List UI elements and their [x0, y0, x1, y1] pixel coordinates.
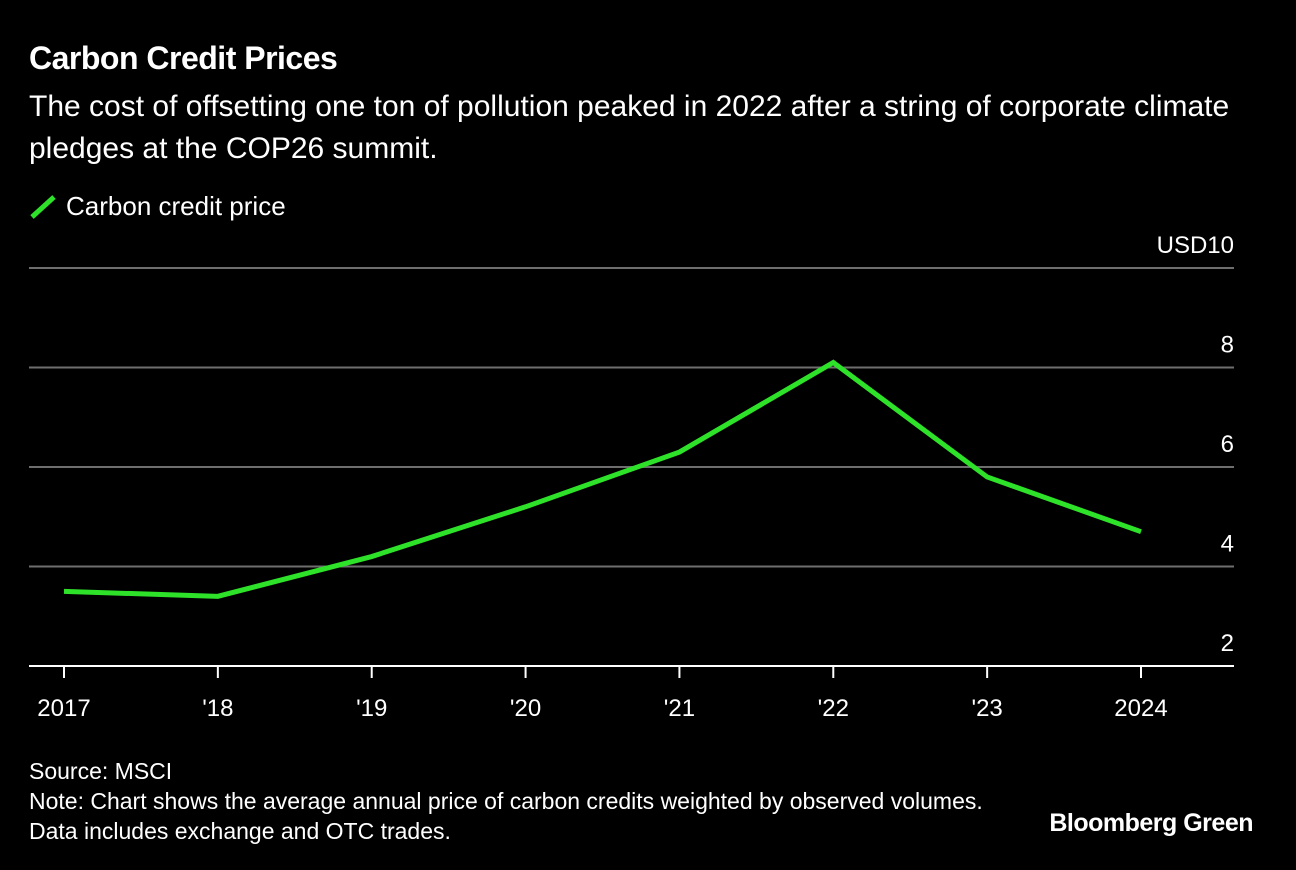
chart-title: Carbon Credit Prices [29, 40, 338, 76]
y-tick-label: 4 [1221, 531, 1234, 558]
x-tick-label: '18 [202, 695, 233, 722]
legend-swatch [30, 195, 56, 219]
x-tick-label: '19 [356, 695, 387, 722]
x-tick-label: '21 [664, 695, 695, 722]
note-text: Note: Chart shows the average annual pri… [29, 788, 983, 844]
footnote: Source: MSCI Note: Chart shows the avera… [29, 756, 989, 846]
x-tick-label: 2024 [1114, 695, 1167, 722]
x-tick-label: '20 [510, 695, 541, 722]
x-tick-label: 2017 [37, 695, 90, 722]
source-text: Source: MSCI [29, 758, 173, 784]
brand-logo: Bloomberg Green [1049, 809, 1253, 837]
x-tick-label: '22 [818, 695, 849, 722]
chart-subtitle: The cost of offsetting one ton of pollut… [29, 90, 1230, 165]
y-tick-label: USD10 [1157, 232, 1234, 259]
series-line [63, 359, 1142, 599]
legend-label: Carbon credit price [66, 191, 286, 221]
y-tick-label: 6 [1221, 431, 1234, 458]
y-tick-label: 8 [1221, 332, 1234, 359]
x-tick-label: '23 [972, 695, 1003, 722]
y-tick-label: 2 [1221, 630, 1234, 657]
